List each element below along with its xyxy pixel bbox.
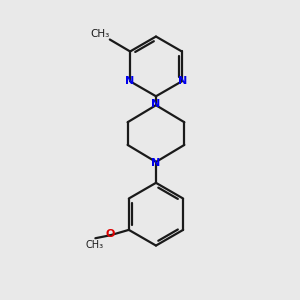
Text: N: N — [178, 76, 187, 86]
Text: CH₃: CH₃ — [85, 240, 103, 250]
Text: CH₃: CH₃ — [90, 28, 109, 39]
Text: N: N — [151, 99, 160, 109]
Text: O: O — [106, 230, 115, 239]
Text: N: N — [125, 76, 134, 86]
Text: N: N — [151, 158, 160, 168]
